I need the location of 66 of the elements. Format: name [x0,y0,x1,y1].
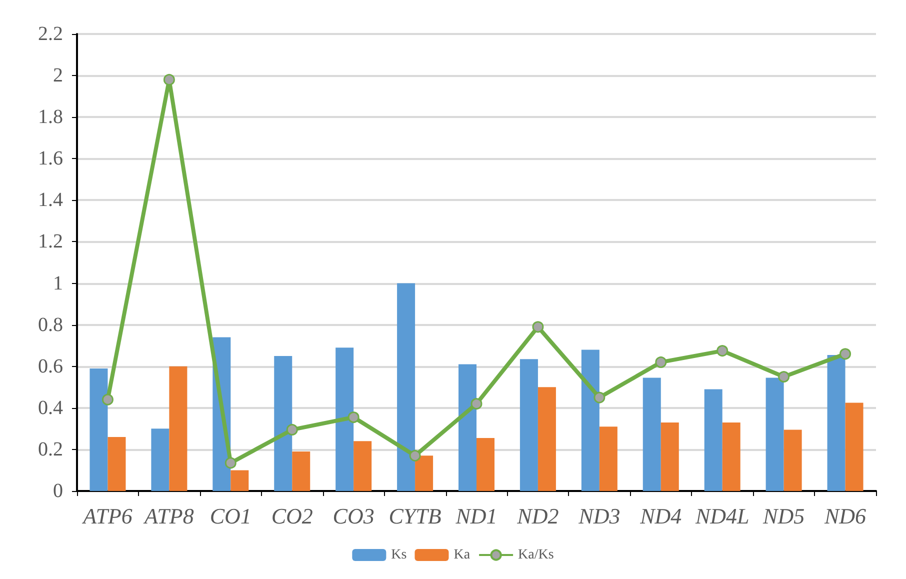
x-tick-label: ATP8 [142,504,194,528]
legend-label: Ka [454,548,471,562]
bar [336,348,354,491]
bar [476,438,494,491]
y-tick-label: 1.8 [38,106,63,128]
bar [169,366,188,491]
y-tick-label: 1 [53,272,63,294]
bar [538,387,556,491]
point [163,74,175,86]
y-tick-label: 0.2 [38,438,63,460]
bar [151,428,170,491]
point [655,356,667,368]
y-tick-label: 0.6 [38,355,63,378]
point [594,392,606,404]
y-tick-label: 0.4 [38,396,63,419]
bar [784,430,802,491]
x-tick-label: ND6 [823,504,866,528]
point [532,321,544,333]
bar [660,422,679,491]
bar [845,402,864,491]
y-tick-label: 0.8 [38,314,63,336]
y-tick-label: 0 [53,480,63,502]
x-tick-label: ND5 [762,504,805,528]
bar [581,350,600,491]
bar [520,359,538,491]
x-tick-label: CO2 [271,504,313,528]
bar [642,378,661,491]
x-tick-label: CO1 [210,504,252,528]
x-tick-label: CYTB [388,504,442,528]
bar [415,456,434,491]
bar [827,354,846,491]
point [102,394,114,406]
legend-label: Ks [391,548,407,562]
y-tick-label: 1.2 [38,230,63,253]
point [286,424,298,436]
bar [230,470,249,491]
y-tick-label: 1.4 [38,189,63,212]
bar [704,389,722,491]
point [348,412,360,424]
point [409,450,421,462]
x-tick-label: ND4L [694,504,750,528]
bar [274,356,292,491]
y-tick-label: 2.2 [38,23,63,45]
point [470,398,482,410]
bar [90,368,108,491]
x-tick-label: ND2 [516,504,559,528]
point [716,345,728,357]
bar [766,378,784,491]
bar [458,364,476,491]
legend-label: Ka/Ks [518,548,554,562]
x-tick-label: CO3 [332,504,374,528]
x-tick-label: ND4 [639,504,682,528]
x-tick-label: ATP6 [81,504,132,528]
bar [397,283,416,491]
x-tick-label: ND1 [454,504,498,528]
point [778,371,790,382]
bar [722,422,740,491]
y-tick-label: 1.6 [38,148,63,170]
point [840,348,852,360]
bar [292,452,310,491]
x-tick-label: ND3 [578,504,620,528]
bar [108,436,126,491]
y-tick-label: 2 [53,64,63,87]
bar [354,441,372,491]
point [224,457,236,469]
bar [599,426,618,491]
